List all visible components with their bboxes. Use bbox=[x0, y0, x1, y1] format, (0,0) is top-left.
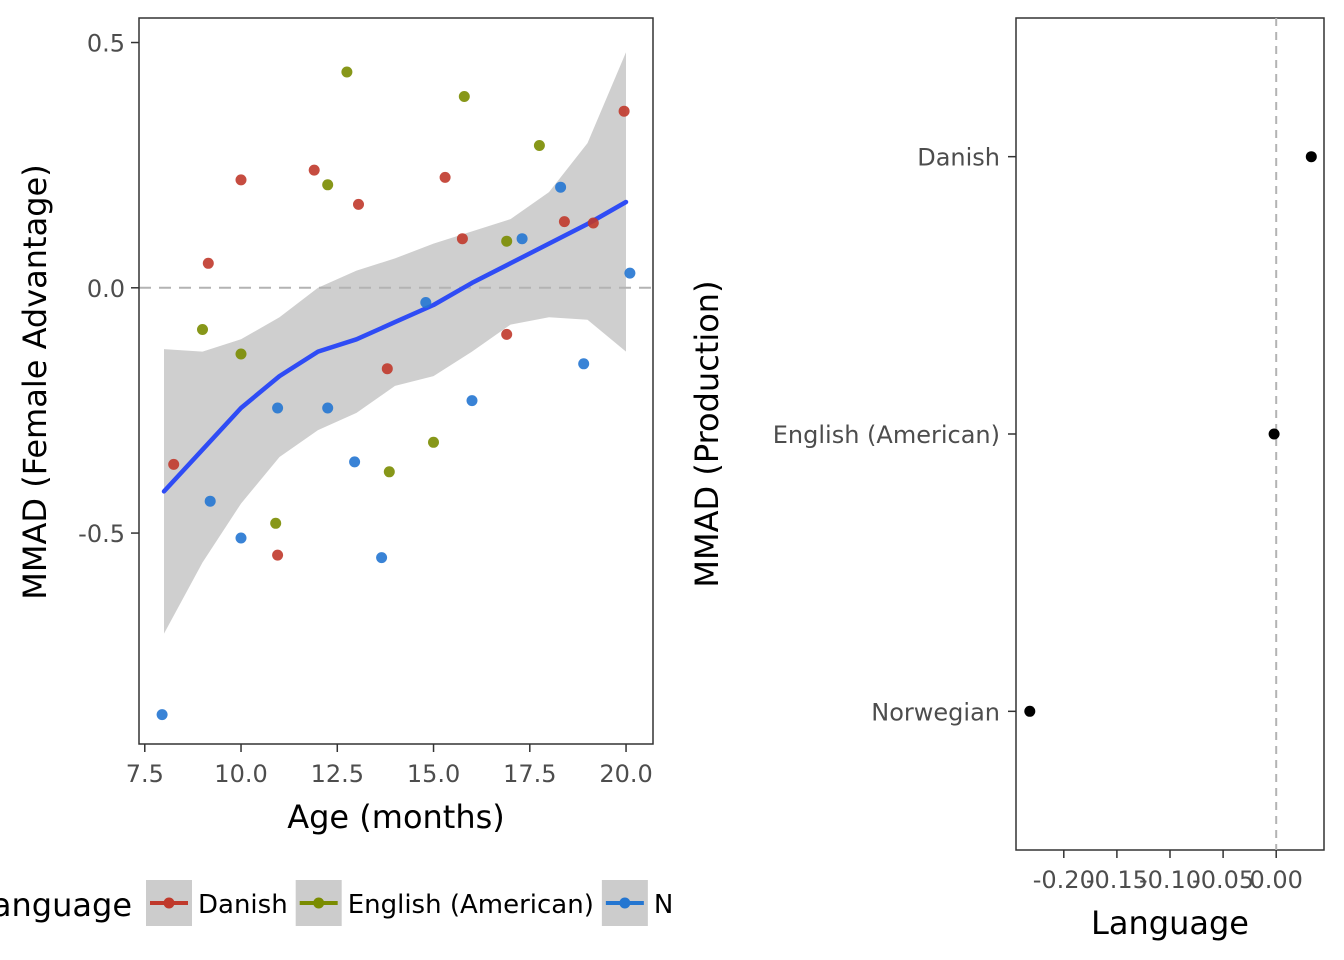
legend: Language Danish English (American) Norwegi… bbox=[0, 880, 793, 926]
right-category-label: English (American) bbox=[773, 421, 1000, 449]
data-point-danish-0 bbox=[168, 458, 180, 470]
confidence-band bbox=[164, 52, 626, 634]
legend-entries: Danish English (American) Norwegian bbox=[146, 880, 793, 926]
data-point-norwegian-4 bbox=[322, 402, 334, 414]
data-point-danish-7 bbox=[439, 171, 451, 183]
left-x-axis: 7.5 10.0 12.5 15.0 17.5 20.0 bbox=[126, 744, 653, 788]
right-y-axis-title: MMAD (Production) bbox=[688, 280, 726, 587]
right-points bbox=[1024, 151, 1317, 717]
legend-key-point bbox=[313, 897, 325, 909]
data-point-norwegian-10 bbox=[555, 181, 567, 193]
right-category-label: Danish bbox=[917, 144, 1000, 172]
legend-entry-2: Norwegian bbox=[601, 880, 793, 926]
data-point-english-american-0 bbox=[197, 324, 208, 335]
data-point-danish-11 bbox=[587, 217, 599, 229]
left-chart: 7.5 10.0 12.5 15.0 17.5 20.0 -0.5 0.0 0.5 Age (… bbox=[16, 17, 654, 836]
data-point-english-american-6 bbox=[428, 436, 439, 448]
left-plot-area bbox=[139, 52, 653, 721]
data-point-danish-4 bbox=[308, 164, 320, 176]
right-category-label: Norwegian bbox=[871, 698, 1000, 726]
data-point-english-american-7 bbox=[458, 91, 470, 102]
data-point-danish-3 bbox=[272, 549, 284, 561]
data-point-norwegian-11 bbox=[578, 358, 590, 370]
y-tick-label: -0.5 bbox=[78, 520, 125, 548]
left-plot-border bbox=[138, 17, 654, 745]
right-x-tick-label: -0.10 bbox=[1139, 866, 1201, 894]
legend-key-point bbox=[163, 897, 175, 909]
data-point-danish-8 bbox=[456, 233, 468, 245]
x-tick-label: 12.5 bbox=[311, 760, 364, 788]
data-point-english-american-8 bbox=[501, 235, 513, 247]
data-point-norwegian-9 bbox=[516, 233, 528, 245]
data-point-english-american-4 bbox=[341, 66, 353, 78]
data-point-norwegian-12 bbox=[624, 267, 636, 279]
smooth-fit-line bbox=[161, 199, 629, 494]
right-x-tick-label: -0.15 bbox=[1086, 866, 1148, 894]
x-tick-label: 7.5 bbox=[126, 760, 164, 788]
left-x-axis-title: Age (months) bbox=[287, 798, 505, 836]
data-point-norwegian-8 bbox=[466, 395, 478, 407]
data-point-danish-2 bbox=[235, 174, 247, 186]
y-tick-label: 0.0 bbox=[87, 275, 125, 303]
data-point-norwegian-1 bbox=[204, 495, 216, 507]
data-point-danish-12 bbox=[618, 105, 630, 117]
data-point-english-american-1 bbox=[235, 348, 247, 360]
right-y-axis: Danish English (American) Norwegian bbox=[773, 144, 1016, 726]
data-point-norwegian-0 bbox=[156, 709, 168, 721]
right-x-tick-label: 0.00 bbox=[1249, 866, 1302, 894]
right-data-point-english-american bbox=[1268, 428, 1280, 440]
right-x-tick-label: -0.20 bbox=[1033, 866, 1095, 894]
x-tick-label: 17.5 bbox=[503, 760, 556, 788]
left-y-axis-title: MMAD (Female Advantage) bbox=[16, 164, 54, 599]
data-point-english-american-3 bbox=[322, 179, 334, 191]
data-point-danish-10 bbox=[558, 216, 570, 228]
data-point-danish-1 bbox=[202, 257, 214, 269]
x-tick-label: 20.0 bbox=[599, 760, 652, 788]
right-x-axis-title: Language bbox=[1091, 904, 1249, 942]
left-points bbox=[156, 66, 636, 721]
right-x-tick-label: -0.05 bbox=[1192, 866, 1254, 894]
legend-entry-0: Danish bbox=[146, 880, 288, 926]
legend-title: Language bbox=[0, 886, 132, 924]
legend-entry-1: English (American) bbox=[295, 880, 594, 926]
data-point-norwegian-7 bbox=[420, 297, 432, 308]
data-point-norwegian-5 bbox=[349, 456, 361, 468]
legend-key-point bbox=[619, 897, 631, 909]
y-tick-label: 0.5 bbox=[87, 30, 125, 58]
right-x-axis: -0.20-0.15-0.10-0.050.00 bbox=[1033, 850, 1303, 894]
data-point-english-american-9 bbox=[533, 140, 545, 151]
left-y-axis: -0.5 0.0 0.5 bbox=[78, 30, 139, 548]
data-point-danish-5 bbox=[353, 198, 364, 210]
data-point-english-american-5 bbox=[383, 466, 395, 478]
x-tick-label: 15.0 bbox=[407, 760, 460, 788]
right-chart: -0.20-0.15-0.10-0.050.00 Danish English (… bbox=[688, 17, 1325, 942]
right-data-point-norwegian bbox=[1024, 705, 1036, 717]
right-data-point-danish bbox=[1305, 151, 1317, 163]
data-point-danish-6 bbox=[381, 363, 393, 375]
data-point-english-american-2 bbox=[270, 517, 282, 529]
x-tick-label: 10.0 bbox=[214, 760, 267, 788]
legend-label: Norwegian bbox=[654, 890, 793, 920]
legend-label: Danish bbox=[198, 890, 288, 920]
legend-label: English (American) bbox=[348, 890, 594, 920]
data-point-danish-9 bbox=[501, 328, 513, 340]
data-point-norwegian-3 bbox=[272, 402, 284, 414]
data-point-norwegian-2 bbox=[235, 532, 247, 544]
data-point-norwegian-6 bbox=[376, 552, 388, 564]
